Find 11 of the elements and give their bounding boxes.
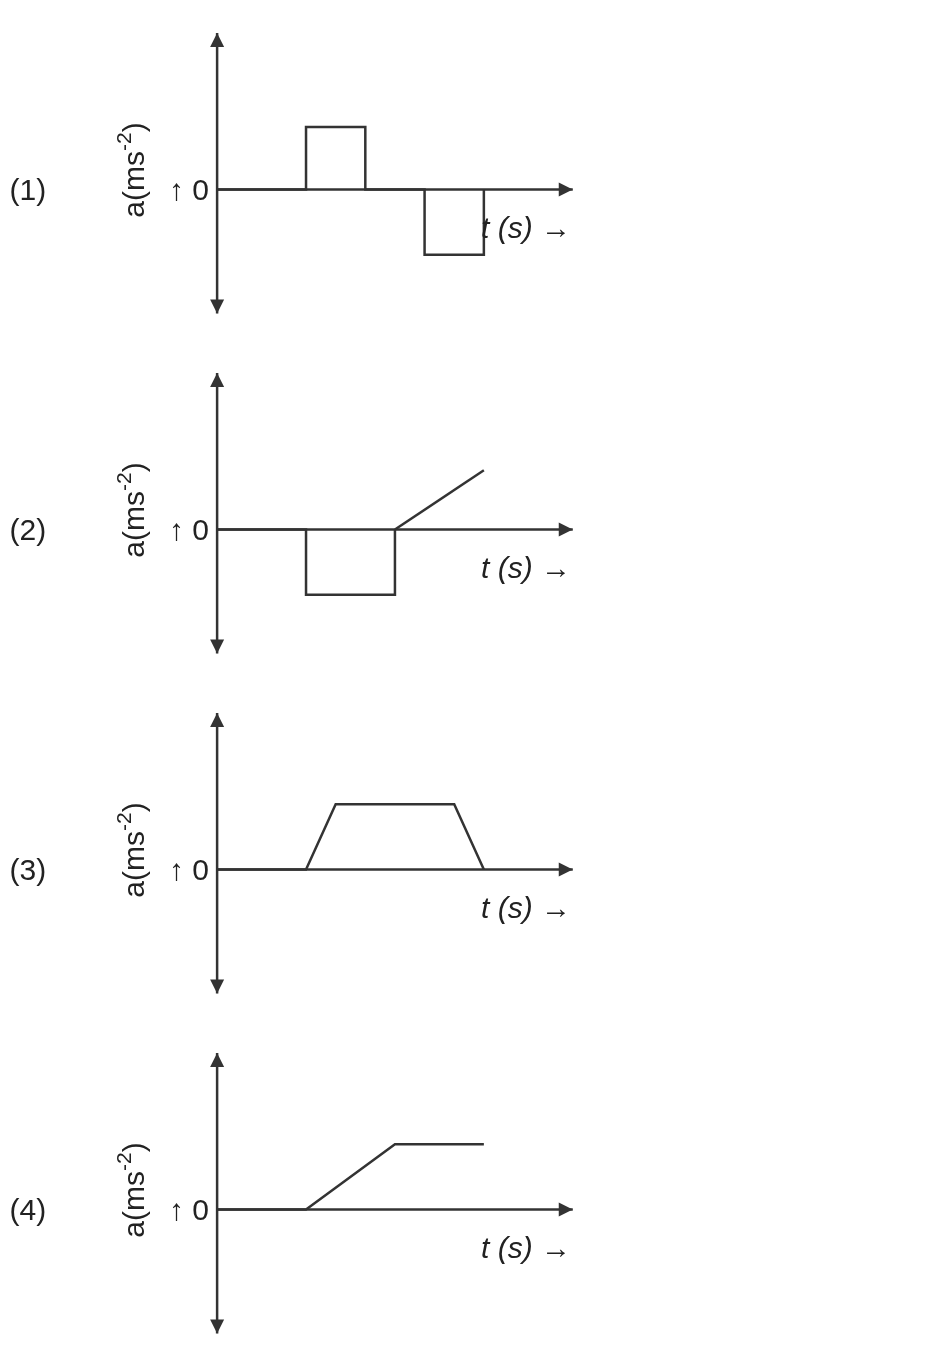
text: (3) xyxy=(9,853,47,887)
text: ↑ 0 xyxy=(169,513,210,546)
annotation: ↑ 0 xyxy=(169,173,210,206)
annotation: ↑ 0 xyxy=(169,853,210,886)
text: (4) xyxy=(9,1193,47,1227)
text: (2) xyxy=(9,513,47,547)
text: (1) xyxy=(9,173,47,207)
x-axis-title: t (s) → xyxy=(481,551,571,584)
x-axis-title: t (s) → xyxy=(481,891,571,924)
x-axis-title: t (s) → xyxy=(481,1231,571,1264)
text: ↑ 0 xyxy=(169,1193,210,1226)
